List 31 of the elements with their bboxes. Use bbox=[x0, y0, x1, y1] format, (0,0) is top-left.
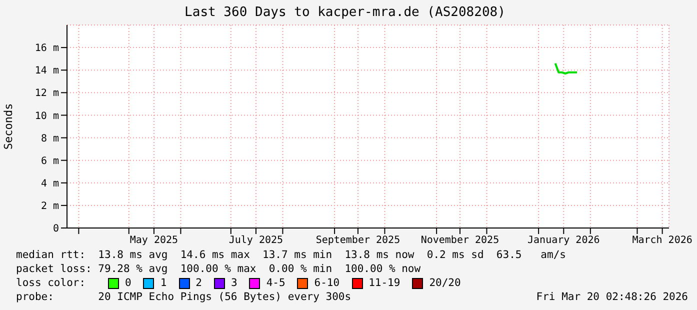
text: 11-19 bbox=[368, 276, 400, 290]
text: median rtt: 13.8 ms avg 14.6 ms max 13.7 ms min 13.8 ms now 0.2 ms sd 63.5 am/s bbox=[16, 248, 567, 262]
y-tick-label: 0 bbox=[52, 224, 59, 235]
y-tick-label: 4 m bbox=[40, 178, 59, 190]
x-tick-label: November 2025 bbox=[420, 235, 500, 246]
x-tick-label: January 2026 bbox=[528, 235, 600, 246]
text: 1 bbox=[159, 276, 167, 290]
text: 6-10 bbox=[313, 276, 340, 290]
text: 2 bbox=[194, 276, 202, 290]
text: loss color: bbox=[16, 276, 87, 290]
x-tick-label: July 2025 bbox=[228, 235, 284, 246]
text: 20/20 bbox=[428, 276, 461, 290]
y-tick-label: 14 m bbox=[34, 66, 59, 77]
text: 3 bbox=[230, 276, 238, 290]
y-tick-label: 8 m bbox=[40, 133, 59, 144]
x-tick-label: September 2025 bbox=[316, 235, 400, 246]
text: packet loss: 79.28 % avg 100.00 % max 0.00 % min 100.00 % now bbox=[16, 262, 422, 276]
y-tick-label: 12 m bbox=[34, 88, 59, 100]
y-tick-label: 16 m bbox=[34, 43, 59, 54]
y-tick-label: 2 m bbox=[40, 200, 59, 212]
text: probe: 20 ICMP Echo Pings (56 Bytes) every 300s bbox=[16, 290, 352, 304]
chart-title: Last 360 Days to kacper-mra.de (AS208208) bbox=[184, 5, 506, 20]
text: Fri Mar 20 02:48:26 2026 bbox=[536, 290, 688, 304]
x-tick-label: March 2026 bbox=[632, 235, 692, 246]
line-series bbox=[554, 62, 578, 74]
text: 4-5 bbox=[265, 276, 286, 290]
y-tick-label: 6 m bbox=[40, 156, 59, 167]
y-axis-title: Seconds bbox=[2, 103, 15, 150]
text: 0 bbox=[124, 276, 132, 290]
x-tick-label: May 2025 bbox=[130, 235, 178, 246]
y-tick-label: 10 m bbox=[34, 110, 59, 122]
